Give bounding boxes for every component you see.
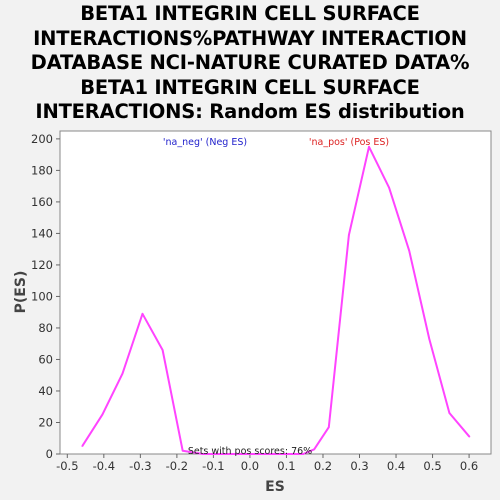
data-point bbox=[313, 448, 316, 451]
chart-title: BETA1 INTEGRIN CELL SURFACE INTERACTIONS%… bbox=[0, 2, 500, 125]
chart-title-line: BETA1 INTEGRIN CELL SURFACE bbox=[80, 2, 420, 25]
pos-scores-annotation: Sets with pos scores: 76% bbox=[188, 446, 312, 457]
x-tick-label: 0.0 bbox=[241, 459, 259, 473]
y-tick-label: 160 bbox=[31, 195, 53, 209]
data-point bbox=[141, 312, 144, 315]
x-tick-label: -0.3 bbox=[129, 459, 151, 473]
data-point bbox=[282, 453, 284, 455]
x-tick-label: 0.4 bbox=[387, 459, 405, 473]
y-tick-label: 0 bbox=[46, 447, 53, 461]
data-point bbox=[428, 338, 431, 340]
data-point bbox=[121, 372, 124, 375]
x-tick-label: -0.1 bbox=[202, 459, 224, 473]
y-tick-label: 180 bbox=[31, 163, 53, 177]
data-point bbox=[408, 249, 410, 252]
x-tick-label: 0.5 bbox=[423, 459, 441, 473]
data-point bbox=[262, 453, 264, 455]
y-tick-label: 100 bbox=[31, 289, 53, 303]
y-tick-label: 60 bbox=[38, 352, 53, 366]
y-axis: 0 20 40 60 80 100 120 140 160 180 200 bbox=[31, 132, 60, 461]
data-point bbox=[468, 435, 471, 438]
data-point bbox=[222, 453, 224, 455]
x-tick-label: -0.5 bbox=[56, 459, 78, 473]
data-point bbox=[448, 412, 451, 414]
data-point bbox=[202, 453, 204, 455]
data-point bbox=[388, 186, 390, 189]
data-point bbox=[368, 145, 370, 148]
x-tick-label: -0.4 bbox=[93, 459, 115, 473]
data-point bbox=[101, 413, 104, 416]
y-tick-label: 40 bbox=[38, 384, 53, 398]
data-point bbox=[302, 453, 305, 455]
legend-neg-label: 'na_neg' (Neg ES) bbox=[163, 137, 247, 148]
x-axis: -0.5 -0.4 -0.3 -0.2 -0.1 0.0 0.1 0.2 0.3 0.4 0.5 0.… bbox=[56, 454, 478, 473]
x-tick-label: -0.2 bbox=[166, 459, 188, 473]
y-tick-label: 80 bbox=[38, 321, 53, 335]
y-axis-label: P(ES) bbox=[13, 271, 29, 314]
chart-title-line: BETA1 INTEGRIN CELL SURFACE bbox=[80, 75, 420, 99]
plot-area bbox=[59, 130, 492, 455]
data-point bbox=[81, 445, 84, 447]
x-tick-label: 0.3 bbox=[350, 459, 368, 473]
x-tick-label: 0.2 bbox=[314, 459, 332, 473]
series-layer bbox=[81, 145, 471, 455]
y-tick-label: 120 bbox=[31, 258, 53, 272]
data-point bbox=[348, 234, 350, 236]
data-point bbox=[328, 426, 330, 429]
y-tick-label: 200 bbox=[31, 132, 53, 146]
x-axis-label: ES bbox=[265, 479, 285, 495]
data-point bbox=[161, 349, 164, 351]
y-tick-label: 140 bbox=[31, 226, 53, 240]
y-tick-label: 20 bbox=[38, 415, 53, 429]
data-point bbox=[242, 453, 244, 455]
legend-pos-label: 'na_pos' (Pos ES) bbox=[309, 137, 389, 148]
chart-title-line: INTERACTIONS%PATHWAY INTERACTION bbox=[33, 26, 467, 50]
chart-title-line: INTERACTIONS: Random ES distribution bbox=[35, 100, 465, 123]
x-tick-label: 0.1 bbox=[277, 459, 295, 473]
data-point bbox=[181, 450, 184, 452]
chart-title-line: DATABASE NCI-NATURE CURATED DATA% bbox=[30, 51, 470, 74]
x-tick-label: 0.6 bbox=[460, 459, 478, 473]
